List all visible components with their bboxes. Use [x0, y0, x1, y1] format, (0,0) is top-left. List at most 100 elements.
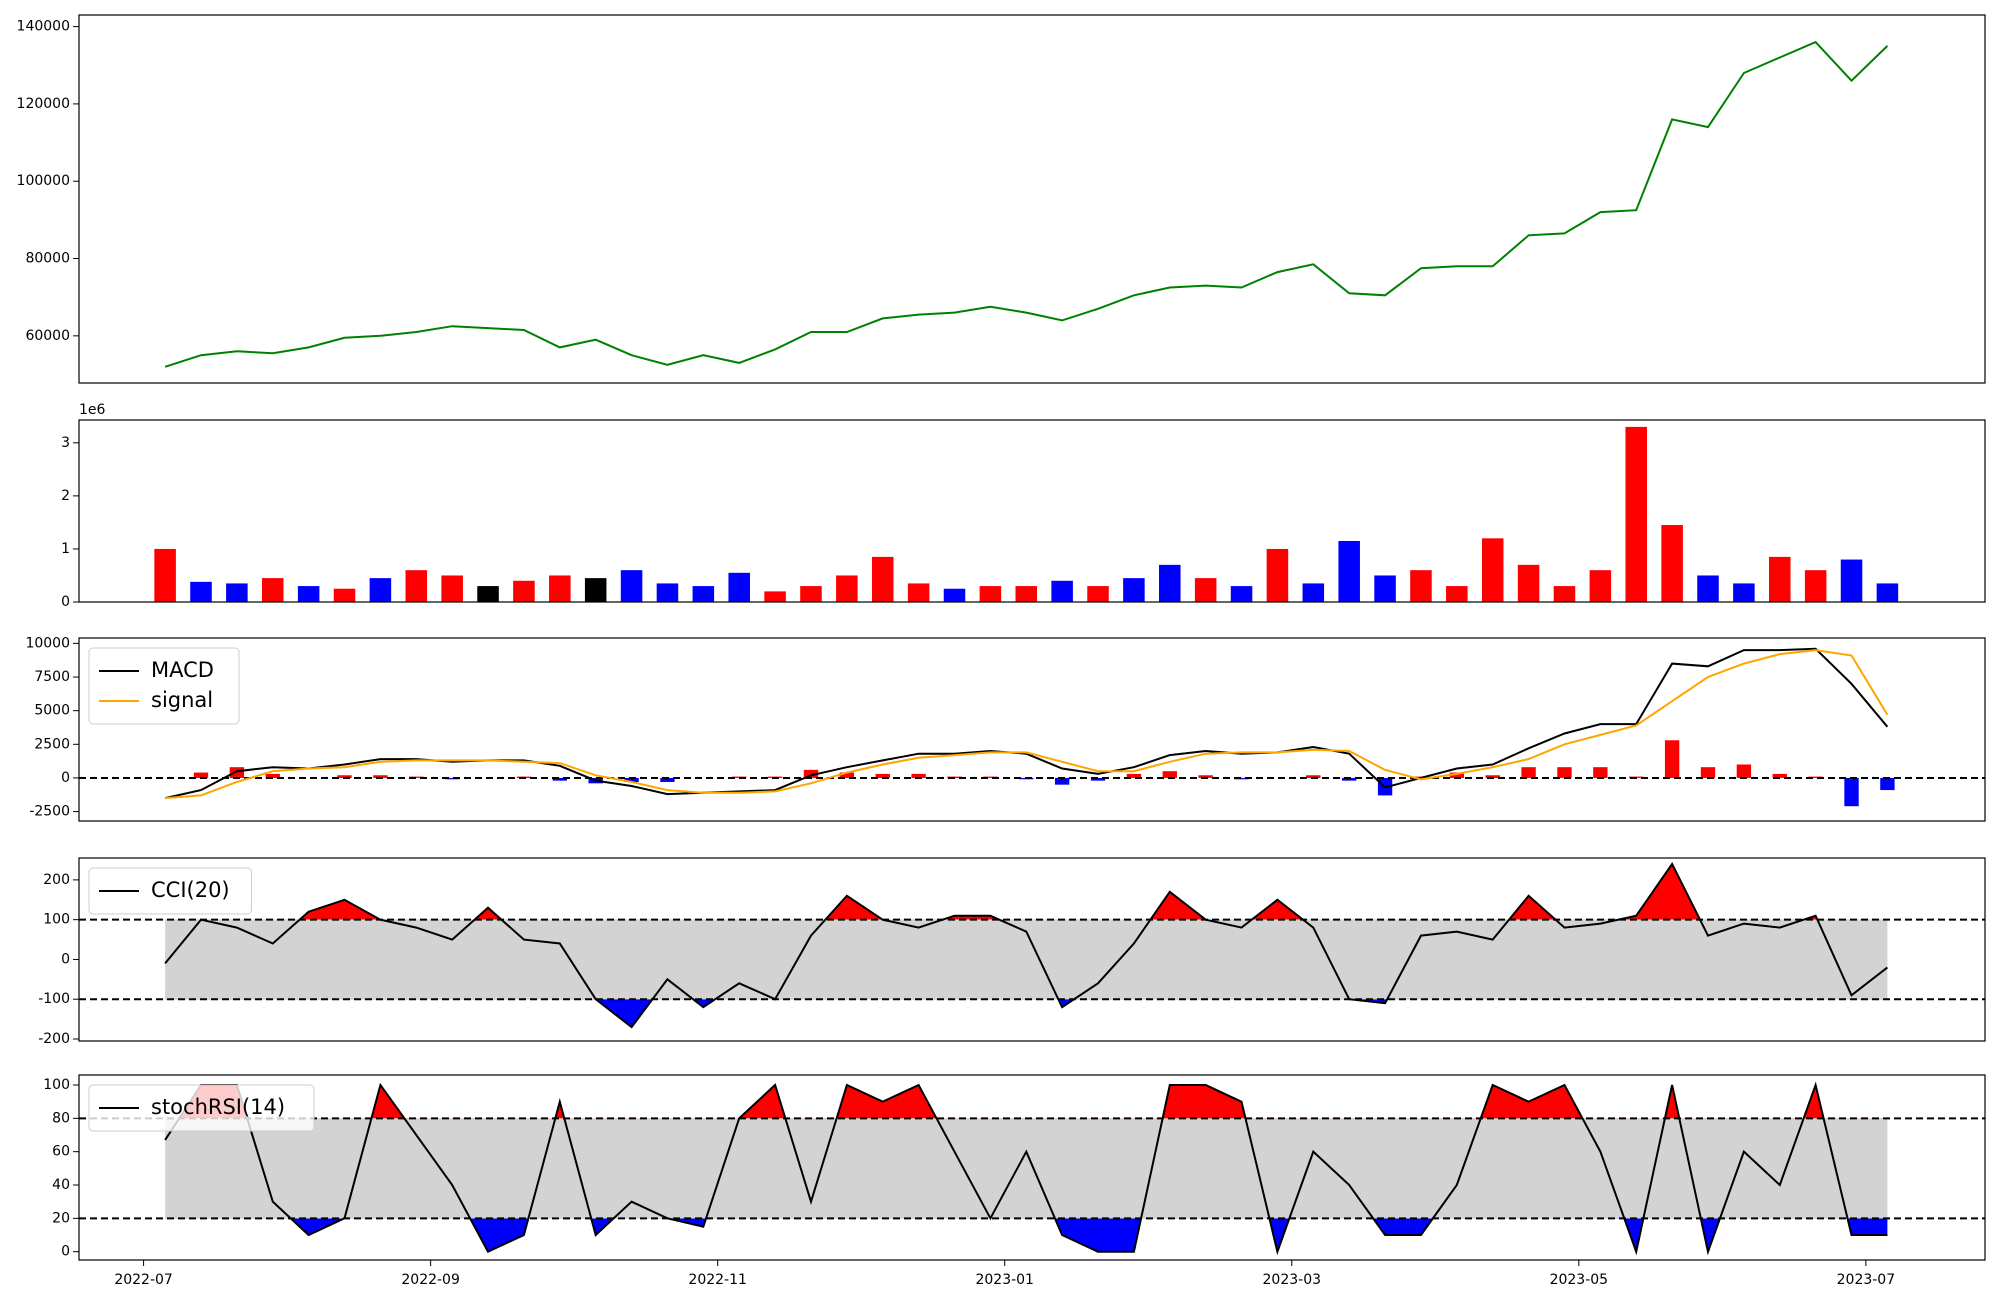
y-tick-label: 0 [61, 1244, 70, 1260]
plot-frame [78, 14, 1986, 384]
bar [1840, 559, 1863, 602]
histogram-bar [983, 776, 998, 778]
series-line [164, 862, 1889, 1029]
bar [1625, 426, 1648, 602]
bar [907, 583, 930, 602]
histogram-bar [1054, 777, 1070, 785]
bar [441, 575, 463, 602]
plot-frame [78, 419, 1986, 603]
bar [1338, 540, 1360, 602]
y-tick-label: 1 [61, 541, 70, 557]
legend-label: CCI(20) [151, 878, 230, 902]
histogram-bar [1700, 767, 1716, 778]
y-tick-label: 60 [52, 1144, 70, 1160]
bar [1481, 538, 1504, 602]
series-line [164, 647, 1889, 800]
bar [1374, 575, 1396, 602]
legend-label: MACD [151, 658, 214, 682]
histogram-bar [1126, 773, 1142, 778]
y-tick-label: 140000 [17, 19, 70, 35]
histogram-bar [1844, 777, 1859, 807]
histogram-bar [1234, 777, 1249, 780]
histogram-bar [1162, 771, 1177, 778]
histogram-bar [373, 775, 388, 778]
series-line [164, 40, 1889, 368]
bar [764, 591, 786, 602]
bar [871, 556, 894, 602]
bar [154, 548, 176, 602]
y-tick-label: 2 [61, 488, 70, 504]
histogram-bar [1198, 775, 1213, 778]
histogram-bar [1808, 776, 1823, 778]
bar [190, 581, 212, 602]
panel: 0 20 40 60 80 100 2022-07 2022-09 2022-11 2023-01… [43, 1074, 1986, 1288]
histogram-bar [409, 776, 424, 778]
overbought-fill [165, 864, 1888, 920]
histogram-bar [337, 775, 352, 778]
histogram-bar [229, 767, 245, 778]
histogram-bar [1593, 767, 1608, 778]
bar [1194, 578, 1217, 602]
histogram-bar [1736, 764, 1752, 778]
y-tick-label: 20 [52, 1210, 70, 1226]
legend-box [88, 867, 252, 915]
histogram-bar [444, 777, 460, 780]
bar [1697, 575, 1719, 602]
y-tick-label: -100 [38, 991, 70, 1007]
bar [1087, 586, 1109, 602]
neutral-band [165, 1118, 1888, 1219]
bar [584, 578, 607, 602]
panel: -2500 0 2500 5000 7500 10000 MACD signal [25, 635, 1986, 822]
y-tick-label: -2500 [29, 804, 70, 820]
legend: CCI(20) [88, 867, 252, 915]
bar [226, 583, 248, 602]
bar [728, 572, 750, 602]
bar [261, 578, 284, 602]
bar [333, 588, 356, 602]
legend: stochRSI(14) [88, 1084, 315, 1132]
bar [1733, 583, 1755, 602]
bar [1589, 570, 1612, 602]
bar [477, 586, 499, 602]
bar [620, 570, 643, 602]
legend: MACD signal [88, 647, 240, 725]
y-tick-label: 200 [43, 872, 70, 888]
bar [1230, 586, 1253, 602]
histogram-bar [803, 769, 819, 778]
bar [979, 586, 1002, 602]
bar [513, 580, 535, 602]
bar [1446, 586, 1468, 602]
bar [1410, 570, 1432, 602]
bar [692, 586, 715, 602]
histogram-bar [660, 777, 675, 782]
x-tick-label: 2022-07 [114, 1272, 173, 1288]
x-tick-label: 2023-01 [975, 1272, 1034, 1288]
y-tick-label: 2500 [34, 736, 70, 752]
y-tick-label: 80000 [25, 251, 70, 267]
bar [656, 583, 679, 602]
bar [1051, 580, 1073, 602]
bar [800, 586, 822, 602]
histogram-bar [839, 772, 855, 778]
histogram-bar [1664, 740, 1680, 778]
y-tick-label: 10000 [25, 635, 70, 651]
bar [1266, 548, 1289, 602]
histogram-bar [624, 777, 639, 782]
oversold-fill [290, 1218, 1888, 1252]
y-tick-label: 3 [61, 435, 70, 451]
histogram-bar [1772, 773, 1787, 778]
bar [943, 588, 966, 602]
plot-frame [78, 857, 1986, 1042]
bar [1517, 564, 1540, 602]
y-tick-label: 0 [61, 770, 70, 786]
y-tick-label: 100 [43, 912, 70, 928]
y-tick-label: 100000 [17, 173, 70, 189]
legend-label: signal [151, 688, 213, 712]
panel: 60000 80000 100000 120000 140000 [17, 14, 1986, 384]
legend-box [88, 1084, 315, 1132]
panel: 0 1 2 3 1e6 [61, 402, 1986, 610]
histogram-bar [193, 772, 209, 778]
y-tick-label: 0 [61, 951, 70, 967]
histogram-bar [1449, 772, 1465, 778]
